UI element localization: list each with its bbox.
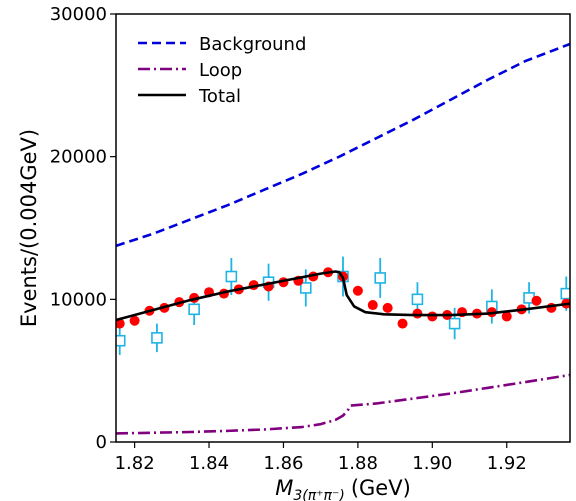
data-point-circle: [382, 302, 393, 313]
plot-area: [116, 42, 570, 435]
data-point-circle: [412, 308, 423, 319]
data-point-square: [116, 334, 126, 347]
y-tick-label: 10000: [50, 289, 107, 310]
x-axis-label: M3(π⁺π⁻) (GeV): [275, 476, 411, 501]
data-point-circle: [367, 300, 378, 311]
data-points-open-squares: [116, 256, 570, 355]
plot-frame: [115, 13, 571, 443]
data-point-square: [374, 272, 387, 284]
y-tick-label: 30000: [50, 4, 107, 25]
loop-curve: [116, 373, 570, 435]
x-tick-label: 1.90: [412, 453, 452, 474]
x-axis-label-sub: 3(π⁺π⁻): [293, 488, 344, 501]
data-point-circle: [531, 295, 542, 306]
data-point-square: [151, 332, 163, 344]
x-axis-label-main: M: [275, 476, 293, 500]
data-point-square: [411, 293, 424, 306]
data-point-square: [225, 270, 238, 283]
legend-label-total: Total: [198, 86, 241, 107]
y-axis: 0 10000 20000 30000: [50, 4, 116, 453]
legend-label-loop: Loop: [199, 60, 242, 81]
x-axis-label-unit: (GeV): [351, 476, 411, 500]
total-curve: [116, 270, 570, 322]
background-curve: [116, 42, 570, 248]
y-tick-label: 0: [96, 432, 107, 453]
data-point-square: [299, 282, 312, 294]
data-point-circle: [352, 285, 363, 296]
data-point-circle: [116, 318, 125, 329]
x-tick-label: 1.82: [115, 453, 155, 474]
data-point-circle: [129, 315, 140, 326]
legend: Background Loop Total: [138, 34, 306, 107]
x-tick-label: 1.86: [263, 453, 303, 474]
legend-label-background: Background: [199, 34, 306, 55]
x-tick-label: 1.92: [487, 453, 527, 474]
data-point-square: [188, 303, 200, 316]
data-point-circle: [397, 318, 408, 329]
x-tick-label: 1.84: [189, 453, 229, 474]
x-axis: 1.82 1.84 1.86 1.88 1.90 1.92: [115, 442, 527, 474]
data-point-circle: [501, 311, 512, 322]
x-tick-label: 1.88: [338, 453, 378, 474]
series-background: [116, 42, 570, 248]
y-tick-label: 20000: [50, 147, 107, 168]
series-loop: [116, 373, 570, 435]
series-total: [116, 270, 570, 322]
data-point-square: [448, 317, 461, 330]
y-axis-label: Events/(0.004GeV): [17, 129, 41, 327]
data-point-circle: [427, 311, 438, 322]
